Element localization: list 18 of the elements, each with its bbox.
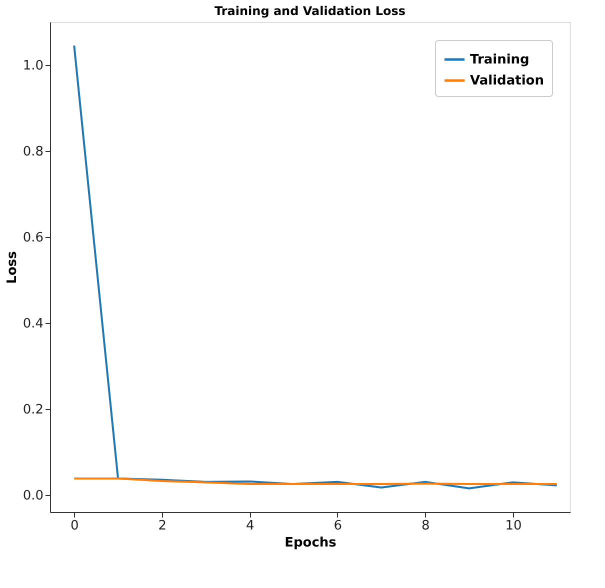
y-tick-label: 1.0 [22,58,44,74]
x-tick-label: 8 [422,518,430,534]
x-axis-title: Epochs [284,536,337,550]
x-tick-label: 0 [70,518,79,534]
y-tick-label: 0.8 [22,144,44,160]
x-tick-label: 4 [246,518,254,534]
x-tick-label: 2 [158,518,167,534]
y-tick-label: 0.4 [22,316,44,332]
y-axis-title: Loss [4,250,20,284]
line-series [73,44,558,490]
y-tick-label: 0.2 [22,402,44,418]
legend-label: Validation [470,74,544,88]
legend-label: Training [470,52,530,68]
x-tick-label: 10 [505,518,522,534]
chart-title: Training and Validation Loss [214,4,406,18]
y-tick-label: 0.6 [22,230,44,246]
y-tick-label: 0.0 [22,488,44,504]
x-tick-label: 6 [334,518,342,534]
